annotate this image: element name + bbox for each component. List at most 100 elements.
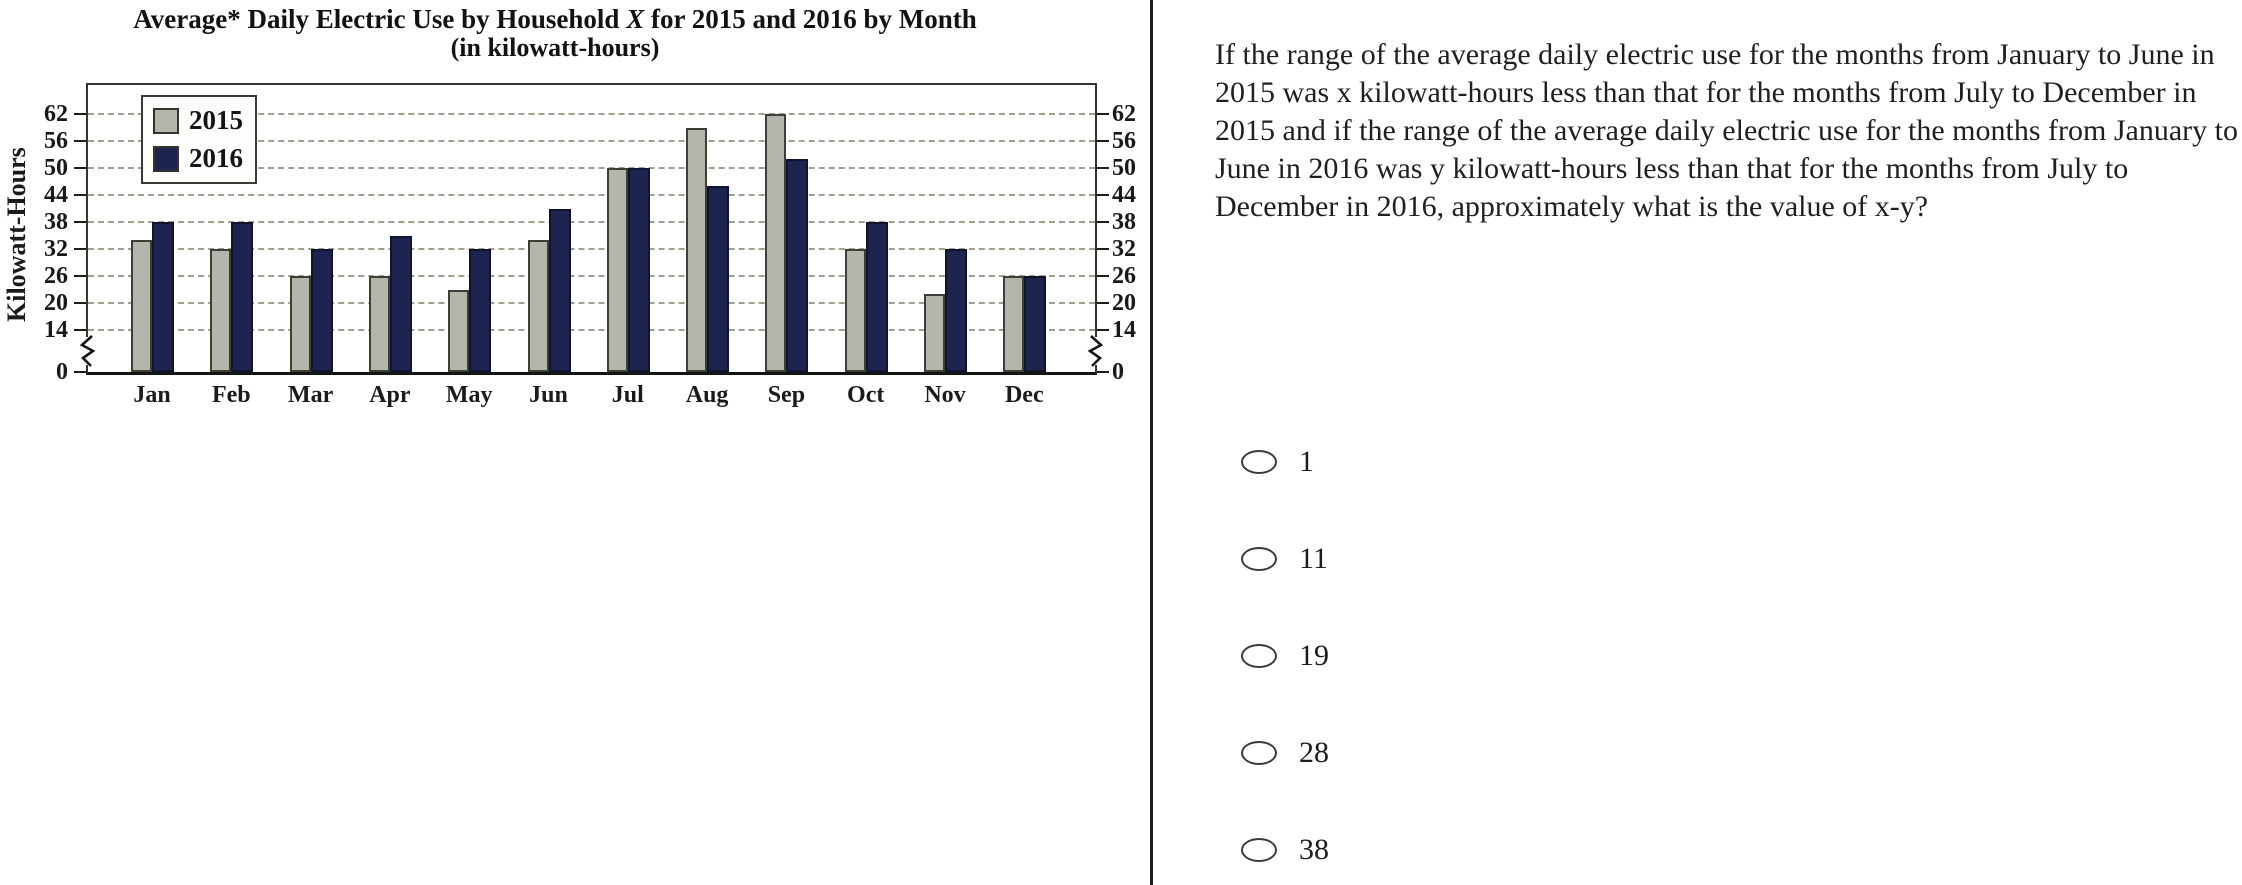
legend-swatch-2016 xyxy=(153,145,179,172)
y-tick-mark-right xyxy=(1097,140,1109,142)
y-tick-mark-right xyxy=(1097,221,1109,223)
y-tick-label-right: 26 xyxy=(1112,263,1136,289)
y-tick-label-right: 20 xyxy=(1112,290,1136,316)
bar-2016-jan xyxy=(152,222,174,372)
gridline xyxy=(88,113,1095,115)
y-tick-label-left: 56 xyxy=(44,128,68,154)
option-row-1: 1 xyxy=(1241,440,1314,484)
y-tick-label-right: 56 xyxy=(1112,128,1136,154)
y-tick-mark-right xyxy=(1097,248,1109,250)
chart-title: Average* Daily Electric Use by Household… xyxy=(55,4,1055,62)
y-tick-mark-right xyxy=(1097,113,1109,115)
legend-item-2015: 2015 xyxy=(153,105,243,136)
gridline xyxy=(88,302,1095,304)
bar-2016-aug xyxy=(707,186,730,372)
y-tick-label-right: 38 xyxy=(1112,209,1136,235)
bar-2015-dec xyxy=(1003,276,1025,372)
gridline xyxy=(88,275,1095,277)
legend-label-2016: 2016 xyxy=(189,143,243,173)
radio-option-28[interactable] xyxy=(1241,741,1277,765)
axis-break-right-icon xyxy=(1087,335,1104,367)
radio-option-38[interactable] xyxy=(1241,838,1277,862)
bar-2016-feb xyxy=(231,222,254,372)
y-tick-mark-left xyxy=(74,329,86,331)
legend-label-2015: 2015 xyxy=(189,105,243,135)
y-tick-label-left: 38 xyxy=(44,209,68,235)
question-panel: If the range of the average daily electr… xyxy=(1153,0,2242,885)
bar-2015-aug xyxy=(686,127,708,372)
y-tick-mark-right xyxy=(1097,302,1109,304)
bar-2016-oct xyxy=(865,222,888,372)
option-row-38: 38 xyxy=(1241,828,1329,872)
bar-2016-jun xyxy=(548,208,571,372)
x-axis-label-nov: Nov xyxy=(924,382,966,408)
y-tick-label-left: 62 xyxy=(44,101,68,127)
gridline xyxy=(88,329,1095,331)
option-label-11: 11 xyxy=(1299,542,1328,575)
y-tick-mark-left xyxy=(74,221,86,223)
bar-2015-sep xyxy=(765,114,787,372)
bar-2015-may xyxy=(448,289,470,372)
y-tick-mark-left xyxy=(74,194,86,196)
y-tick-mark-right xyxy=(1097,275,1109,277)
radio-option-1[interactable] xyxy=(1241,450,1277,474)
bar-2016-jul xyxy=(627,168,650,372)
bar-2016-sep xyxy=(786,159,809,372)
y-tick-mark-right xyxy=(1097,371,1109,373)
y-tick-mark-right xyxy=(1097,329,1109,331)
radio-option-19[interactable] xyxy=(1241,644,1277,668)
bar-2015-apr xyxy=(368,276,390,372)
y-tick-mark-left xyxy=(74,302,86,304)
option-label-1: 1 xyxy=(1299,445,1314,478)
option-label-38: 38 xyxy=(1299,833,1329,866)
option-row-11: 11 xyxy=(1241,537,1328,581)
plot-area: 2015 2016 0 0 14 14 20 20 26 26 32 32 38 38 44 44 50 50 5… xyxy=(44,83,1136,408)
y-tick-mark-left xyxy=(74,167,86,169)
y-tick-label-right: 50 xyxy=(1112,155,1136,181)
y-tick-mark-left xyxy=(74,113,86,115)
y-tick-label-left: 26 xyxy=(44,263,68,289)
y-tick-mark-left xyxy=(74,275,86,277)
legend-item-2016: 2016 xyxy=(153,143,243,174)
chart-title-line1: Average* Daily Electric Use by Household… xyxy=(133,4,977,34)
bar-2015-nov xyxy=(924,294,945,372)
y-tick-label-left: 44 xyxy=(44,182,68,208)
x-axis-label-oct: Oct xyxy=(847,382,885,408)
gridline xyxy=(88,167,1095,169)
bar-2016-may xyxy=(469,249,492,372)
bar-2016-apr xyxy=(389,235,412,372)
option-row-28: 28 xyxy=(1241,731,1329,775)
radio-option-11[interactable] xyxy=(1241,547,1277,571)
option-label-19: 19 xyxy=(1299,639,1329,672)
y-tick-label-left: 32 xyxy=(44,236,68,262)
y-tick-label-right: 62 xyxy=(1112,101,1136,127)
gridline xyxy=(88,221,1095,223)
gridline xyxy=(88,194,1095,196)
y-tick-mark-left xyxy=(74,248,86,250)
question-text: If the range of the average daily electr… xyxy=(1215,38,2238,223)
x-axis-label-jul: Jul xyxy=(611,382,644,408)
x-axis-label-dec: Dec xyxy=(1004,382,1044,408)
gridline xyxy=(88,248,1095,250)
y-tick-label-left: 20 xyxy=(44,290,68,316)
chart-panel: Average* Daily Electric Use by Household… xyxy=(2,4,1136,408)
y-tick-label-right: 0 xyxy=(1112,359,1124,385)
x-axis-label-apr: Apr xyxy=(369,382,411,408)
x-axis-label-feb: Feb xyxy=(211,382,251,408)
y-tick-label-left: 50 xyxy=(44,155,68,181)
bar-2015-jun xyxy=(527,240,549,372)
y-tick-label-right: 32 xyxy=(1112,236,1136,262)
axis-break-left-icon xyxy=(79,335,96,367)
x-axis-label-mar: Mar xyxy=(287,382,334,408)
bar-2015-feb xyxy=(210,249,232,372)
gridline xyxy=(88,140,1095,142)
bar-2015-jul xyxy=(606,168,628,372)
bar-2015-mar xyxy=(289,276,311,372)
chart-title-line2: (in kilowatt-hours) xyxy=(450,33,660,62)
x-axis-label-jan: Jan xyxy=(133,382,171,408)
y-tick-label-right: 14 xyxy=(1112,317,1136,343)
legend-swatch-2015 xyxy=(153,107,179,134)
y-tick-mark-left xyxy=(74,140,86,142)
chart-legend: 2015 2016 xyxy=(141,95,257,184)
